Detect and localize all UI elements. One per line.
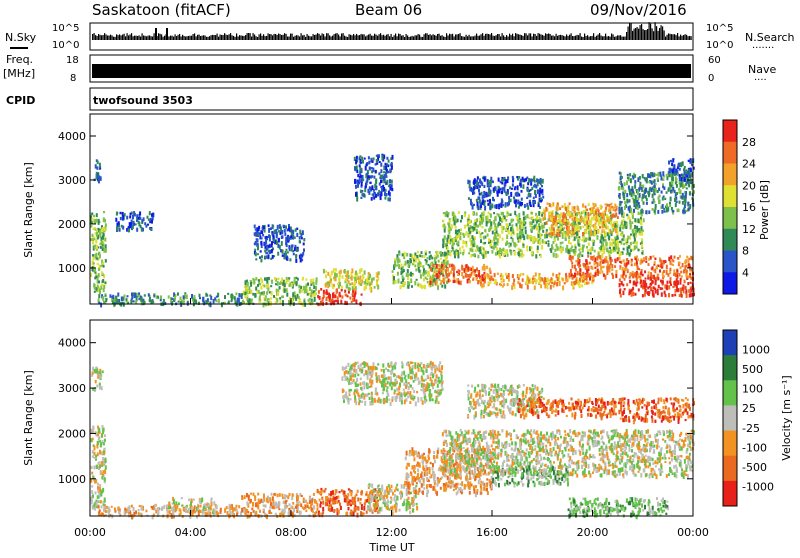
power-echo-region <box>618 171 695 215</box>
colorbar-swatch <box>723 456 737 482</box>
power-panel-frame <box>90 114 693 304</box>
power-ylabel: Slant Range [km] <box>22 162 35 258</box>
freq-unit: [MHz] <box>3 67 35 80</box>
x-tick-label: 00:00 <box>677 526 709 539</box>
power-echo-region <box>115 211 154 232</box>
colorbar-tick-label: 25 <box>742 402 756 415</box>
power-echo-region <box>241 277 318 308</box>
y-tick-label: 3000 <box>58 174 86 187</box>
freq-tick-top: 18 <box>66 55 79 66</box>
power-echo-region <box>568 255 694 281</box>
power-heatmap <box>90 154 695 308</box>
colorbar-swatch <box>723 207 737 229</box>
colorbar-swatch <box>723 330 737 356</box>
velocity-echo-region <box>341 361 443 406</box>
power-echo-region <box>429 264 492 286</box>
x-tick-label: 08:00 <box>275 526 307 539</box>
y-tick-label: 1000 <box>58 262 86 275</box>
colorbar-tick-label: -500 <box>742 461 767 474</box>
colorbar-tick-label: 24 <box>742 158 756 171</box>
x-tick-label: 04:00 <box>175 526 207 539</box>
power-echo-region <box>467 176 544 211</box>
nave-band <box>92 64 691 78</box>
noise-tick-left-bottom: 10^0 <box>52 40 79 51</box>
colorbar-swatch <box>723 164 737 186</box>
colorbar-tick-label: -100 <box>742 441 767 454</box>
date-title: 09/Nov/2016 <box>590 1 687 19</box>
nave-tick-top: 60 <box>708 55 721 66</box>
power-echo-region <box>354 154 394 202</box>
y-tick-label: 3000 <box>58 382 86 395</box>
noise-tick-left-top: 10^5 <box>52 23 79 34</box>
colorbar-tick-label: 20 <box>742 179 756 192</box>
colorbar-swatch <box>723 120 737 142</box>
noise-trace <box>92 22 692 40</box>
beam-title: Beam 06 <box>355 1 422 19</box>
y-tick-label: 2000 <box>58 427 86 440</box>
colorbar-swatch <box>723 229 737 251</box>
velocity-colorbar: 1000 500 100 25 -25 -100 -500 -1000 <box>723 330 774 507</box>
x-tick-label: 00:00 <box>74 526 106 539</box>
nsearch-dots: ······· <box>752 43 774 54</box>
power-colorbar-label: Power [dB] <box>758 180 771 240</box>
colorbar-tick-label: -1000 <box>742 480 774 493</box>
velocity-heatmap <box>90 361 695 520</box>
colorbar-tick-label: 8 <box>742 245 749 258</box>
colorbar-swatch <box>723 405 737 431</box>
noise-tick-right-bottom: 10^0 <box>706 40 733 51</box>
power-echo-region <box>619 277 695 298</box>
freq-label: Freq. <box>6 53 33 66</box>
y-tick-label: 4000 <box>58 130 86 143</box>
colorbar-swatch <box>723 185 737 207</box>
colorbar-swatch <box>723 380 737 406</box>
velocity-echo-region <box>241 493 317 520</box>
y-tick-label: 4000 <box>58 337 86 350</box>
colorbar-swatch <box>723 272 737 294</box>
power-colorbar: 28 24 20 16 12 8 4 <box>723 120 756 295</box>
colorbar-swatch <box>723 142 737 164</box>
colorbar-tick-label: 12 <box>742 223 756 236</box>
colorbar-tick-label: 500 <box>742 363 763 376</box>
power-echo-region <box>254 224 306 263</box>
power-echo-region <box>323 268 380 293</box>
colorbar-tick-label: 1000 <box>742 344 770 357</box>
colorbar-swatch <box>723 481 737 507</box>
cpid-label: CPID <box>6 94 35 107</box>
x-tick-label: 12:00 <box>376 526 408 539</box>
colorbar-tick-label: 28 <box>742 136 756 149</box>
power-echo-region <box>668 158 695 182</box>
velocity-echo-region <box>618 397 695 424</box>
power-echo-region <box>542 202 619 237</box>
colorbar-tick-label: 100 <box>742 383 763 396</box>
colorbar-tick-label: 4 <box>742 266 749 279</box>
colorbar-tick-label: 16 <box>742 201 756 214</box>
velocity-ylabel: Slant Range [km] <box>22 370 35 466</box>
colorbar-swatch <box>723 431 737 457</box>
velocity-echo-region <box>90 425 107 511</box>
nsky-label: N.Sky <box>5 31 37 44</box>
y-tick-label: 2000 <box>58 218 86 231</box>
velocity-colorbar-label: Velocity [m s⁻¹] <box>780 375 793 460</box>
colorbar-tick-label: -25 <box>742 422 760 435</box>
station-title: Saskatoon (fitACF) <box>92 1 231 19</box>
nave-dots: ···· <box>754 75 767 86</box>
noise-tick-right-top: 10^5 <box>706 23 733 34</box>
cpid-text: twofsound 3503 <box>93 94 193 107</box>
colorbar-swatch <box>723 355 737 381</box>
y-tick-label: 1000 <box>58 473 86 486</box>
colorbar-swatch <box>723 251 737 273</box>
power-echo-region <box>98 292 243 307</box>
x-tick-label: 20:00 <box>577 526 609 539</box>
nave-tick-bottom: 0 <box>708 73 714 84</box>
time-axis-label: Time UT <box>368 541 414 554</box>
freq-tick-bottom: 8 <box>70 73 76 84</box>
power-echo-region <box>317 288 362 306</box>
x-tick-label: 16:00 <box>476 526 508 539</box>
